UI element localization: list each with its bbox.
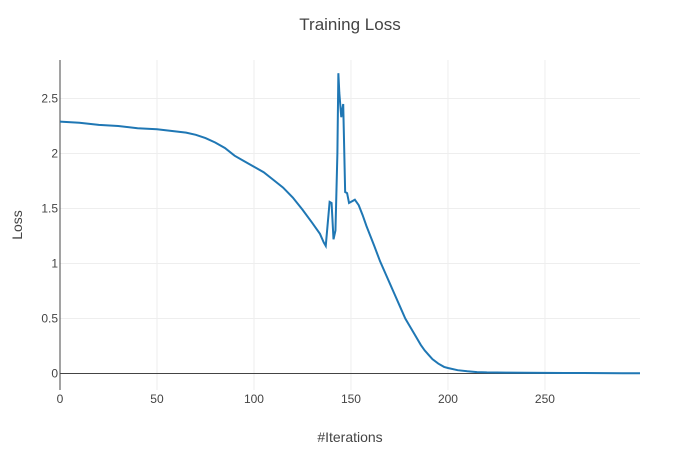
- loss-series-line: [59, 73, 640, 375]
- y-tick-label: 1: [51, 257, 58, 271]
- x-tick-label: 50: [150, 392, 164, 406]
- axes: [59, 60, 640, 390]
- y-tick-label: 2.5: [41, 92, 58, 106]
- x-tick-label: 200: [438, 392, 458, 406]
- chart-title: Training Loss: [299, 15, 400, 34]
- y-axis-label: Loss: [9, 210, 25, 240]
- x-tick-label: 100: [244, 392, 264, 406]
- y-tick-label: 0.5: [41, 312, 58, 326]
- x-tick-label: 150: [341, 392, 361, 406]
- y-tick-label: 1.5: [41, 202, 58, 216]
- x-tick-label: 250: [535, 392, 555, 406]
- y-tick-label: 0: [51, 367, 58, 381]
- y-tick-label: 2: [51, 147, 58, 161]
- x-tick-label: 0: [57, 392, 64, 406]
- x-axis-label: #Iterations: [317, 429, 382, 445]
- tick-labels: 0 50 100 150 200 250 0 0.5 1 1.5 2 2.5: [41, 92, 555, 407]
- grid-lines: [60, 60, 640, 390]
